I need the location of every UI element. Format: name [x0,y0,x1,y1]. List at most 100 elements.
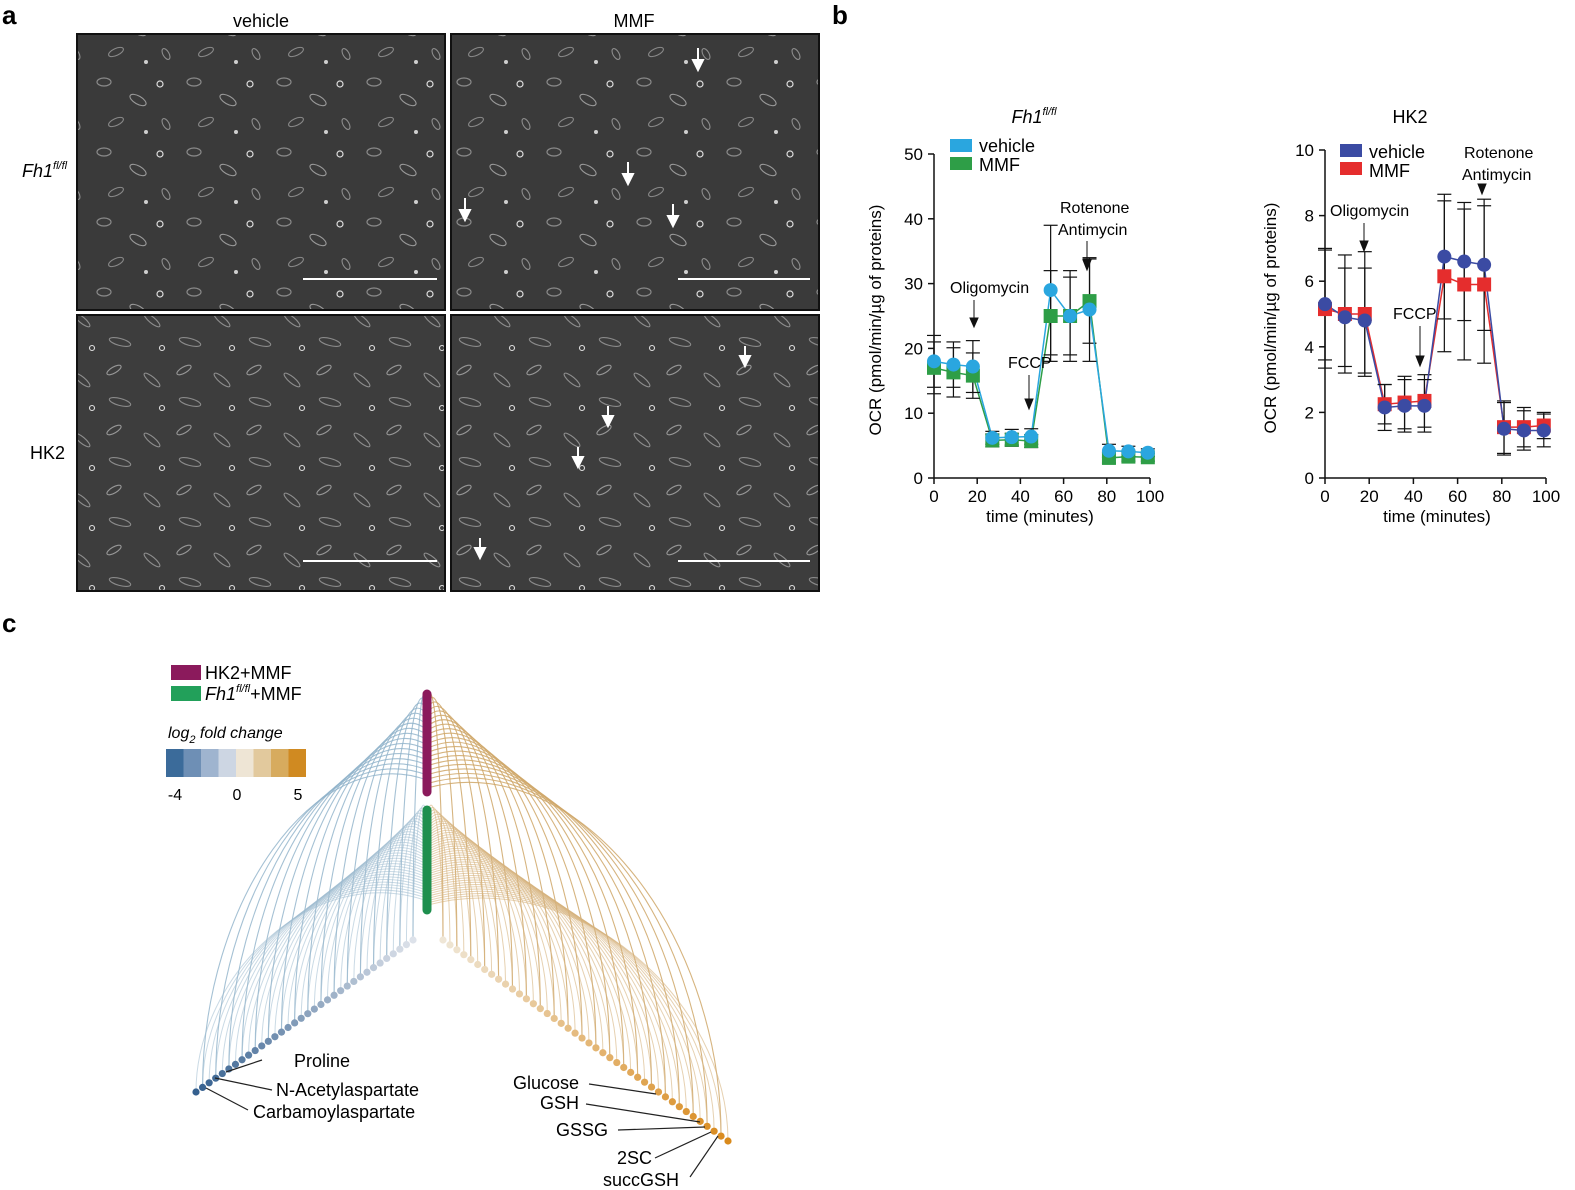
metabolite-node [640,1078,649,1086]
arc-link [234,876,428,1065]
metabolite-node [439,936,447,944]
arc-link [426,859,611,1058]
metabolite-node [409,936,417,944]
x-tick-label: 80 [1492,487,1511,506]
label-leader [588,1083,657,1095]
arc-link [426,768,680,1107]
arc-link [426,875,659,1092]
metabolite-node [337,987,345,995]
arc-link [195,892,428,1093]
color-scale-tick: 5 [294,787,303,804]
arc-link [221,881,428,1074]
arc-link [426,818,486,970]
micrograph-fh1-mmf [450,33,820,311]
legend-swatch-fh1-mmf [171,686,201,701]
arc-link [280,743,428,1033]
series-line-vehicle [1324,255,1544,432]
x-tick-label: 20 [1360,487,1379,506]
arc-link [426,843,562,1024]
ocr-chart-hk2: HK2 vehicle MMF 0 20 40 60 80 100 0 2 4 6 8 10 time… [1261,107,1560,526]
metabolite-node [350,977,358,986]
arc-link [426,773,694,1117]
arc-link [202,773,428,1088]
metabolite-node [599,1049,607,1057]
chart-legend: vehicle MMF [950,136,1035,175]
metabolite-node [291,1019,299,1027]
micrograph-fh1-vehicle [76,33,446,311]
metabolite-node [668,1098,676,1106]
arrow-icon [1359,223,1369,253]
arc-link [426,701,472,960]
metabolite-node [363,968,371,976]
series-line-mmf [1324,275,1544,428]
x-tick-label: 60 [1448,487,1467,506]
arc-link [267,748,428,1042]
micrograph-hk2-vehicle [76,314,446,592]
arc-link [426,890,708,1127]
metabolite-node [383,954,391,963]
chart-axes: 0 20 40 60 80 100 0 10 20 30 40 50 [904,145,1164,506]
metabolite-node [297,1014,305,1022]
annotation-antimycin: Antimycin [1058,222,1127,239]
label-leader [585,1103,701,1123]
treatment-annotations: Oligomycin FCCP Rotenone Antimycin [1330,145,1533,368]
chart-legend: vehicle MMF [1340,142,1425,181]
arc-link [412,804,428,941]
arc-link [241,873,428,1060]
legend-label-vehicle: vehicle [979,136,1035,156]
x-tick-label: 60 [1054,487,1073,506]
label-leader [205,1087,249,1111]
arc-link [426,845,569,1029]
data-point-vehicle [1140,445,1155,460]
metabolite-node [495,975,503,983]
arrow-icon [738,346,752,369]
metabolite-node [508,985,517,993]
label-leader [225,1059,263,1073]
arc-link [294,738,428,1023]
metabolite-node [467,956,475,964]
metabolite-node [724,1137,732,1145]
arrow-icon [571,447,585,470]
arc-link [426,737,583,1039]
data-point-vehicle [1377,400,1392,415]
metabolite-node [376,959,384,967]
metabolite-node [258,1042,266,1050]
metabolite-node [606,1054,614,1062]
arc-link [426,879,673,1102]
metabolite-node [627,1068,635,1076]
arc-link [426,881,680,1107]
arc-link [333,722,428,996]
y-tick-label: 8 [1305,207,1314,226]
color-scale-swatch [271,749,289,777]
metabolite-node [710,1127,718,1135]
arc-link [215,884,428,1079]
metabolite-node [543,1009,551,1018]
arc-link [300,849,428,1019]
arc-link [228,879,428,1069]
data-point-vehicle [965,359,980,374]
annotation-oligomycin: Oligomycin [950,280,1029,297]
x-tick-label: 100 [1532,487,1560,506]
data-point-vehicle [1477,257,1492,272]
color-scale-swatch [201,749,219,777]
x-tick-label: 0 [1320,487,1329,506]
annotation-rotenone: Rotenone [1060,200,1129,217]
annotation-rotenone: Rotenone [1464,145,1533,162]
y-tick-label: 2 [1305,403,1314,422]
metabolite-node [634,1073,642,1081]
metabolite-node [536,1005,544,1013]
arc-link [307,732,428,1014]
metabolite-node [453,946,461,954]
chart-marks [1318,193,1551,456]
metabolite-node [620,1063,628,1072]
metabolite-node [550,1014,558,1023]
metabolite-node [277,1028,286,1036]
data-point-vehicle [1497,421,1512,436]
metabolite-node [522,995,531,1003]
data-point-mmf [1477,277,1492,292]
row-label-hk2: HK2 [30,443,65,463]
metabolite-node [682,1107,690,1116]
data-point-vehicle [985,430,1000,445]
arc-link [426,886,694,1117]
data-point-vehicle [1417,398,1432,413]
